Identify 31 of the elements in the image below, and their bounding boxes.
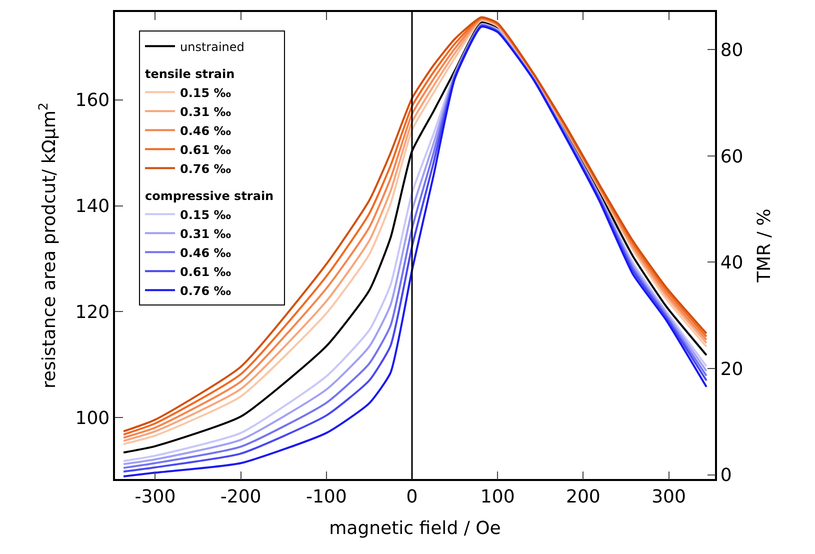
y-tick-label: 140	[75, 196, 110, 218]
y-tick-label: 100	[75, 408, 110, 429]
legend-label: 0.46 ‰	[180, 246, 232, 260]
legend-label: 0.31 ‰	[180, 104, 232, 119]
legend-label: 0.61 ‰	[180, 142, 232, 157]
x-tick-label: 100	[480, 486, 515, 508]
legend-label: unstrained	[180, 40, 244, 54]
x-tick-label: 0	[406, 486, 418, 508]
y2-tick-label: 20	[720, 358, 744, 380]
annotation: tensile strain	[145, 66, 235, 81]
x-tick-label: 200	[566, 486, 600, 508]
y2-axis-title: TMR / %	[754, 208, 775, 284]
legend-label: 0.31 ‰	[180, 226, 232, 241]
y-tick-label: 120	[75, 302, 110, 323]
y2-tick-label: 40	[720, 252, 744, 274]
y2-tick-label: 60	[720, 146, 744, 168]
x-tick-label: -300	[134, 486, 176, 508]
y2-tick-label: 0	[720, 465, 732, 486]
y2-tick-label: 80	[720, 40, 744, 62]
legend-label: 0.61 ‰	[180, 264, 232, 279]
x-tick-label: 300	[652, 486, 686, 508]
legend-label: 0.15 ‰	[180, 208, 232, 222]
x-axis-title: magnetic field / Oe	[329, 518, 501, 539]
y-tick-label: 160	[75, 90, 110, 112]
legend-label: 0.15 ‰	[180, 86, 232, 100]
legend-label: 0.76 ‰	[180, 162, 232, 176]
legend-label: 0.76 ‰	[180, 284, 232, 298]
legend-label: 0.46 ‰	[180, 124, 232, 138]
annotation: compressive strain	[145, 188, 274, 203]
x-tick-label: -200	[220, 486, 262, 508]
x-tick-label: -100	[306, 486, 347, 508]
